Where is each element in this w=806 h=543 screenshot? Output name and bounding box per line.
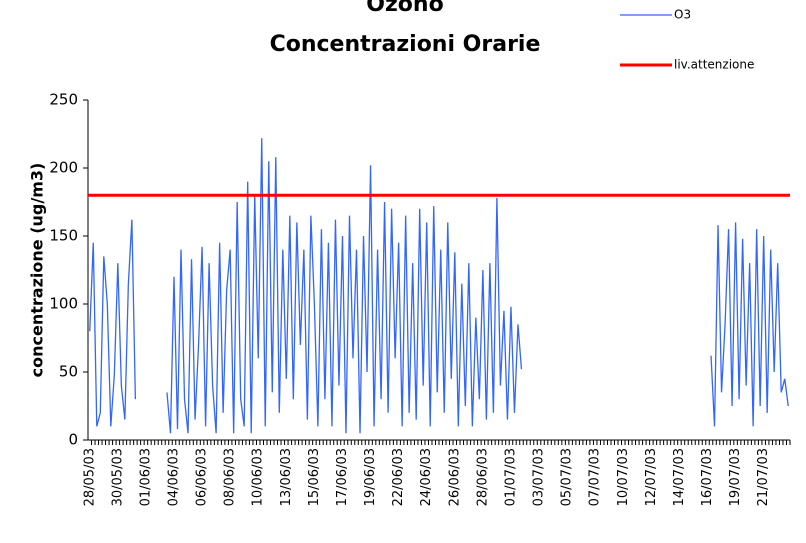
x-tick-label: 19/06/03 [363, 448, 378, 506]
x-tick-label: 17/06/03 [335, 448, 350, 506]
x-tick-label: 22/06/03 [391, 448, 406, 506]
y-tick-label: 250 [49, 91, 78, 109]
x-tick-label: 28/06/03 [475, 448, 490, 506]
x-tick-label: 06/06/03 [195, 448, 210, 506]
x-tick-label: 05/07/03 [560, 448, 575, 506]
x-tick-label: 26/06/03 [447, 448, 462, 506]
chart-title: Ozono [366, 0, 443, 17]
y-tick-label: 50 [59, 363, 78, 381]
x-tick-label: 10/07/03 [616, 448, 631, 506]
legend-label: O3 [674, 8, 691, 22]
x-tick-label: 14/07/03 [672, 448, 687, 506]
y-tick-label: 150 [49, 227, 78, 245]
x-tick-label: 03/07/03 [532, 448, 547, 506]
x-tick-label: 24/06/03 [419, 448, 434, 506]
x-tick-label: 01/06/03 [138, 448, 153, 506]
x-tick-label: 12/07/03 [644, 448, 659, 506]
x-tick-label: 19/07/03 [728, 448, 743, 506]
x-tick-label: 15/06/03 [307, 448, 322, 506]
x-tick-label: 01/07/03 [503, 448, 518, 506]
y-axis-title: concentrazione (ug/m3) [28, 163, 47, 378]
y-tick-label: 0 [68, 431, 78, 449]
x-tick-label: 28/05/03 [82, 448, 97, 506]
x-tick-label: 30/05/03 [110, 448, 125, 506]
x-tick-label: 10/06/03 [251, 448, 266, 506]
chart-subtitle: Concentrazioni Orarie [270, 32, 541, 57]
x-tick-label: 07/07/03 [588, 448, 603, 506]
x-tick-label: 16/07/03 [700, 448, 715, 506]
x-tick-label: 13/06/03 [279, 448, 294, 506]
x-tick-label: 04/06/03 [166, 448, 181, 506]
x-tick-label: 21/07/03 [756, 448, 771, 506]
legend-label: liv.attenzione [674, 58, 754, 72]
y-tick-label: 100 [49, 295, 78, 313]
x-tick-label: 08/06/03 [223, 448, 238, 506]
y-tick-label: 200 [49, 159, 78, 177]
series-line [89, 138, 789, 434]
